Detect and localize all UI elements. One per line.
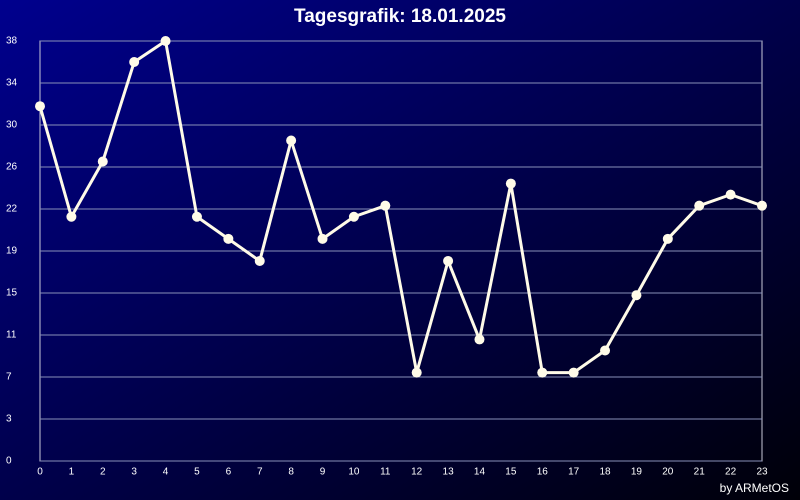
point bbox=[286, 135, 297, 146]
point bbox=[694, 200, 705, 211]
point bbox=[568, 367, 579, 378]
x-tick-label: 2 bbox=[100, 467, 106, 478]
y-tick-label: 19 bbox=[6, 246, 18, 257]
point bbox=[160, 36, 171, 46]
point bbox=[66, 211, 77, 222]
point bbox=[474, 334, 485, 345]
x-tick-label: 13 bbox=[443, 467, 455, 478]
point bbox=[411, 367, 422, 378]
x-tick-label: 3 bbox=[131, 467, 137, 478]
point bbox=[505, 178, 516, 189]
x-tick-label: 11 bbox=[380, 467, 391, 478]
x-tick-label: 18 bbox=[599, 467, 611, 478]
point bbox=[191, 211, 202, 222]
point bbox=[725, 189, 736, 200]
point bbox=[631, 290, 642, 301]
x-tick-label: 8 bbox=[288, 467, 294, 478]
x-tick-label: 22 bbox=[725, 467, 737, 478]
x-tick-label: 4 bbox=[163, 467, 169, 478]
x-tick-label: 9 bbox=[320, 467, 326, 478]
point bbox=[600, 345, 611, 356]
point bbox=[223, 233, 234, 244]
x-tick-label: 6 bbox=[226, 467, 232, 478]
x-tick-label: 1 bbox=[69, 467, 75, 478]
point bbox=[380, 200, 391, 211]
x-tick-label: 16 bbox=[537, 467, 549, 478]
y-tick-label: 15 bbox=[6, 288, 18, 299]
x-tick-label: 20 bbox=[662, 467, 674, 478]
y-tick-label: 22 bbox=[6, 204, 18, 215]
y-tick-label: 38 bbox=[6, 36, 18, 47]
point bbox=[129, 57, 140, 67]
y-tick-label: 7 bbox=[6, 372, 12, 383]
x-tick-label: 15 bbox=[505, 467, 517, 478]
point bbox=[254, 255, 265, 266]
x-tick-label: 0 bbox=[37, 467, 43, 478]
y-tick-label: 11 bbox=[6, 330, 17, 341]
point bbox=[662, 233, 673, 244]
x-tick-label: 12 bbox=[411, 467, 423, 478]
point bbox=[757, 200, 767, 211]
x-tick-label: 5 bbox=[194, 467, 200, 478]
point bbox=[443, 255, 454, 266]
line bbox=[38, 39, 763, 375]
point bbox=[537, 367, 548, 378]
credit: by ARMetOS bbox=[720, 481, 789, 495]
y-tick-label: 34 bbox=[6, 78, 18, 89]
x-tick-label: 17 bbox=[568, 467, 580, 478]
chart-title: Tagesgrafik: 18.01.2025 bbox=[294, 6, 506, 27]
point bbox=[348, 211, 359, 222]
point bbox=[317, 233, 328, 244]
x-tick-label: 7 bbox=[257, 467, 263, 478]
x-tick-label: 21 bbox=[694, 467, 706, 478]
x-tick-label: 23 bbox=[756, 467, 768, 478]
x-tick-label: 19 bbox=[631, 467, 643, 478]
y-tick-label: 30 bbox=[6, 120, 18, 131]
y-tick-label: 0 bbox=[6, 456, 12, 467]
y-tick-label: 26 bbox=[6, 162, 18, 173]
point bbox=[35, 101, 45, 112]
point bbox=[97, 156, 108, 167]
x-tick-label: 10 bbox=[348, 467, 360, 478]
y-tick-label: 3 bbox=[6, 414, 12, 425]
x-tick-label: 14 bbox=[474, 467, 486, 478]
